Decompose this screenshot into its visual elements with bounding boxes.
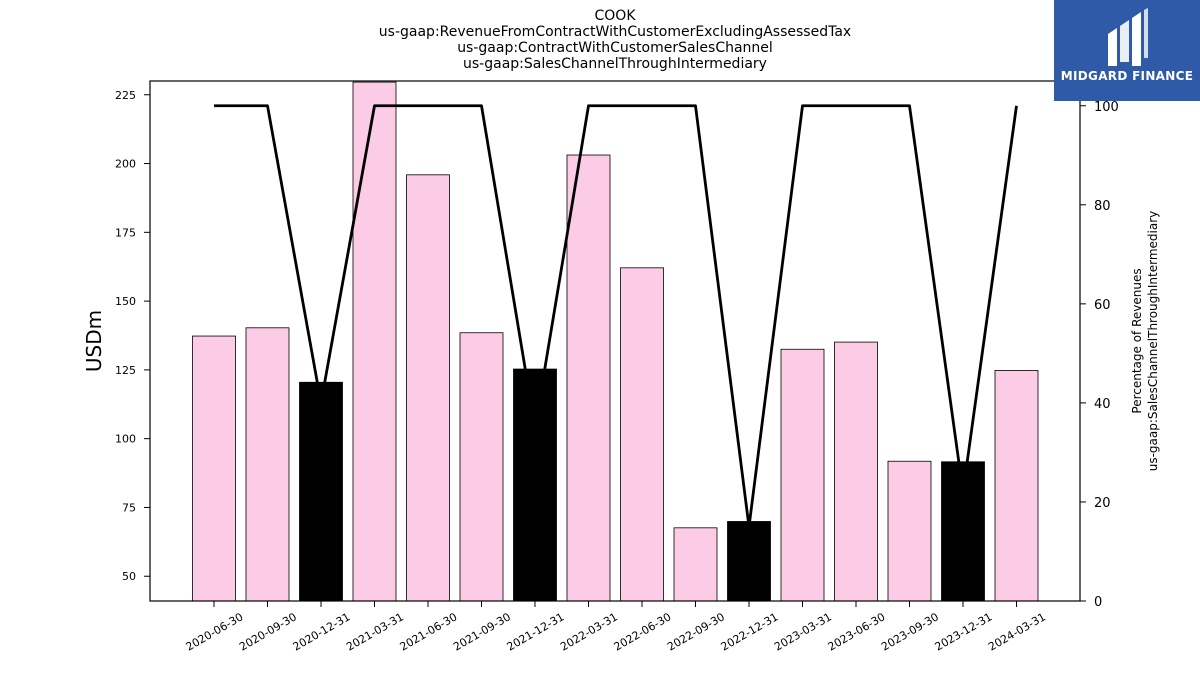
- percentage-line: [214, 104, 1018, 529]
- bar-2021-06-30: [406, 174, 450, 602]
- y2-tick-label: 60: [1094, 298, 1111, 313]
- chart-title-ticker: COOK: [594, 8, 636, 24]
- x-tick-label: 2022-06-30: [612, 610, 674, 653]
- y-axis-label: USDm: [82, 310, 106, 372]
- x-tick-label: 2022-03-31: [558, 610, 620, 653]
- bar-2023-06-30: [834, 341, 878, 602]
- chart-title-axis: us-gaap:ContractWithCustomerSalesChannel: [457, 40, 773, 56]
- bar-2022-09-30: [673, 527, 718, 602]
- bar-2024-03-31: [994, 370, 1039, 602]
- y2-tick-label: 0: [1094, 595, 1102, 610]
- bar-2022-12-31: [727, 521, 771, 602]
- x-tick-label: 2021-12-31: [505, 610, 567, 653]
- y2-axis-label-line1: Percentage of Revenues: [1130, 268, 1144, 413]
- y-tick-label: 150: [115, 295, 136, 308]
- x-tick-label: 2021-06-30: [398, 610, 460, 653]
- y2-tick-label: 20: [1094, 496, 1111, 511]
- x-tick-label: 2022-12-31: [719, 610, 781, 653]
- bar-2022-06-30: [620, 267, 664, 602]
- bar-2021-12-31: [513, 368, 557, 602]
- y2-axis-label-line2: us-gaap:SalesChannelThroughIntermediary: [1146, 211, 1160, 472]
- bar-2022-03-31: [566, 154, 611, 602]
- chart-title-member: us-gaap:SalesChannelThroughIntermediary: [463, 56, 767, 72]
- x-tick-label: 2020-12-31: [291, 610, 353, 653]
- brand-logo: MIDGARD FINANCE: [1054, 0, 1200, 101]
- x-tick-label: 2024-03-31: [986, 610, 1048, 653]
- bar-2021-09-30: [459, 332, 504, 602]
- y2-tick-label: 80: [1094, 199, 1111, 214]
- y-tick-label: 50: [122, 570, 136, 583]
- x-tick-label: 2021-03-31: [344, 610, 406, 653]
- logo-text: MIDGARD FINANCE: [1060, 69, 1194, 83]
- x-tick-label: 2023-03-31: [772, 610, 834, 653]
- right-axis: 0 20 40 60 80 100: [1080, 100, 1119, 610]
- bar-2020-09-30: [245, 327, 290, 602]
- bar-2021-03-31: [352, 81, 397, 602]
- left-axis: 50 75 100 125 150 175 200 225: [115, 89, 150, 583]
- y2-tick-label: 40: [1094, 397, 1111, 412]
- y-tick-label: 100: [115, 433, 136, 446]
- x-tick-label: 2020-06-30: [184, 610, 246, 653]
- y-tick-label: 75: [122, 501, 136, 514]
- y2-tick-label: 100: [1094, 100, 1119, 115]
- bar-series: [192, 81, 1039, 602]
- y-tick-label: 125: [115, 364, 136, 377]
- x-tick-label: 2022-09-30: [665, 610, 727, 653]
- x-tick-label: 2020-09-30: [237, 610, 299, 653]
- y-tick-label: 175: [115, 226, 136, 239]
- bar-2023-03-31: [780, 348, 825, 602]
- x-tick-label: 2023-12-31: [933, 610, 995, 653]
- x-tick-label: 2021-09-30: [451, 610, 513, 653]
- chart-title-concept: us-gaap:RevenueFromContractWithCustomerE…: [378, 24, 852, 40]
- plot-frame: [149, 80, 1081, 602]
- bar-2020-06-30: [192, 335, 236, 602]
- bar-2020-12-31: [299, 381, 343, 602]
- x-tick-label: 2023-09-30: [879, 610, 941, 653]
- line-series: [214, 104, 1018, 529]
- y-tick-label: 225: [115, 89, 136, 102]
- x-tick-label: 2023-06-30: [826, 610, 888, 653]
- y-tick-label: 200: [115, 158, 136, 171]
- bar-2023-09-30: [887, 460, 932, 602]
- x-axis: 2020-06-302020-09-302020-12-312021-03-31…: [184, 601, 1048, 654]
- midgard-logo-icon: [1108, 8, 1148, 66]
